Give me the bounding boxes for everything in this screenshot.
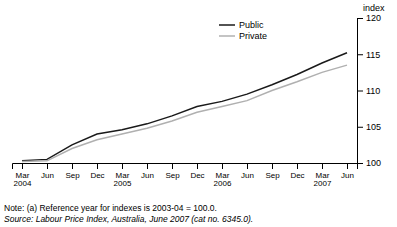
legend-item: Private — [219, 31, 267, 41]
x-tick-label: Sep — [265, 171, 280, 180]
plot-area: Mar2004JunSepDecMar2005JunSepDecMar2006J… — [13, 3, 386, 188]
y-tick-mark — [357, 18, 363, 19]
series-line — [22, 65, 347, 161]
y-tick-label: 100 — [366, 158, 381, 168]
x-tick: Mar2007 — [314, 163, 332, 188]
note: Note: (a) Reference year for indexes is … — [4, 203, 217, 213]
x-tick: Mar2004 — [14, 163, 32, 188]
legend: PublicPrivate — [219, 20, 267, 41]
y-tick-mark — [357, 91, 363, 92]
x-tick-label: Dec — [190, 171, 204, 180]
x-tick-label: Jun — [41, 171, 54, 180]
x-tick-label: Mar2004 — [14, 171, 32, 189]
x-tick-label-line: Dec — [90, 171, 104, 180]
x-tick-label: Mar2005 — [114, 171, 132, 189]
x-tick-label-line: Dec — [290, 171, 304, 180]
y-tick-label: 115 — [366, 50, 380, 60]
x-tick: Sep — [265, 163, 280, 180]
x-tick-label-line: 2005 — [114, 179, 132, 188]
x-tick-mark — [97, 163, 98, 169]
y-tick: 105 — [357, 122, 381, 132]
x-tick-label-line: Mar — [316, 171, 330, 180]
x-tick-label-line: Mar — [16, 171, 30, 180]
x-tick-mark — [297, 163, 298, 169]
chart-container: Mar2004JunSepDecMar2005JunSepDecMar2006J… — [0, 0, 397, 227]
y-axis-label: index — [363, 3, 385, 13]
y-tick-mark — [357, 54, 363, 55]
y-tick-label: 105 — [366, 122, 381, 132]
x-tick-label-line: Mar — [216, 171, 230, 180]
x-tick-label-line: Jun — [41, 171, 54, 180]
y-tick-label: 110 — [366, 86, 380, 96]
x-tick-label-line: 2007 — [314, 179, 332, 188]
x-tick-label-line: 2004 — [14, 179, 32, 188]
y-tick-mark — [357, 163, 363, 164]
x-tick-mark — [72, 163, 73, 169]
x-tick-mark — [122, 163, 123, 169]
x-tick-mark — [147, 163, 148, 169]
x-axis: Mar2004JunSepDecMar2005JunSepDecMar2006J… — [13, 163, 358, 188]
x-axis-line — [13, 164, 358, 170]
x-tick-label: Sep — [165, 171, 180, 180]
legend-label: Public — [239, 20, 264, 30]
legend-swatch — [219, 35, 235, 37]
x-tick: Dec — [290, 163, 304, 180]
x-tick-label: Mar2006 — [214, 171, 232, 189]
x-tick-label: Jun — [141, 171, 154, 180]
x-tick-label-line: Sep — [265, 171, 280, 180]
y-tick-mark — [357, 127, 363, 128]
x-tick-mark — [247, 163, 248, 169]
y-tick: 110 — [357, 86, 380, 96]
x-tick: Sep — [65, 163, 80, 180]
x-tick-label: Jun — [341, 171, 354, 180]
x-tick-mark — [272, 163, 273, 169]
lines — [22, 53, 347, 162]
y-axis: 100 105 110 115 120 — [357, 13, 381, 168]
x-tick-label-line: Jun — [141, 171, 154, 180]
x-tick-mark — [172, 163, 173, 169]
x-tick: Jun — [141, 163, 154, 180]
x-tick-label: Dec — [90, 171, 104, 180]
x-tick-mark — [322, 163, 323, 169]
x-tick-label-line: 2006 — [214, 179, 232, 188]
x-tick-label-line: Mar — [116, 171, 130, 180]
x-tick-mark — [347, 163, 348, 169]
x-tick-mark — [197, 163, 198, 169]
x-tick-mark — [22, 163, 23, 169]
x-tick-label-line: Jun — [341, 171, 354, 180]
x-tick-label-line: Dec — [190, 171, 204, 180]
legend-item: Public — [219, 20, 264, 30]
x-tick-mark — [47, 163, 48, 169]
x-tick-label-line: Jun — [241, 171, 254, 180]
x-tick: Mar2006 — [214, 163, 232, 188]
x-tick-label: Sep — [65, 171, 80, 180]
x-tick-mark — [222, 163, 223, 169]
x-tick-label-line: Sep — [65, 171, 80, 180]
x-tick-label: Jun — [241, 171, 254, 180]
y-tick: 120 — [357, 13, 381, 23]
y-axis-line — [358, 19, 364, 164]
y-tick-label: 120 — [366, 13, 381, 23]
x-tick: Jun — [241, 163, 254, 180]
x-tick-label: Mar2007 — [314, 171, 332, 189]
x-tick: Dec — [190, 163, 204, 180]
x-tick: Sep — [165, 163, 180, 180]
x-tick: Jun — [341, 163, 354, 180]
y-tick: 100 — [357, 158, 381, 168]
x-tick: Jun — [41, 163, 54, 180]
y-tick: 115 — [357, 50, 380, 60]
legend-swatch — [219, 24, 235, 26]
x-tick: Dec — [90, 163, 104, 180]
legend-label: Private — [239, 31, 267, 41]
x-tick-label-line: Sep — [165, 171, 180, 180]
source: Source: Labour Price Index, Australia, J… — [4, 214, 253, 224]
x-tick-label: Dec — [290, 171, 304, 180]
chart-svg: Mar2004JunSepDecMar2005JunSepDecMar2006J… — [0, 0, 397, 227]
x-tick: Mar2005 — [114, 163, 132, 188]
series-line — [22, 53, 347, 161]
